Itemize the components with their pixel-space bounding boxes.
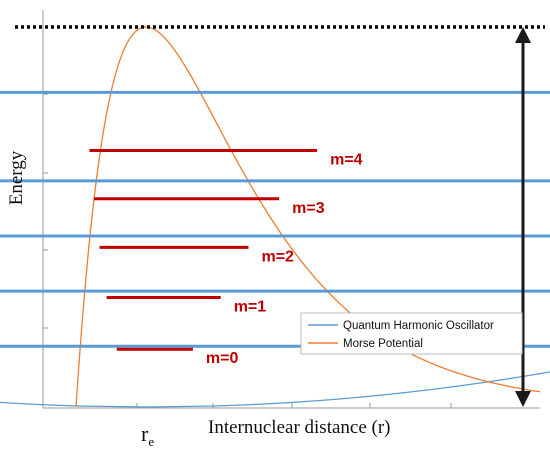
- dissociation-energy-arrow: [515, 27, 531, 407]
- x-axis-title: Internuclear distance (r): [208, 417, 391, 438]
- chart-axes: [42, 10, 540, 409]
- morse-level-label-0: m=0: [206, 350, 239, 367]
- morse-level-label-2: m=2: [261, 248, 294, 265]
- y-axis-title: Energy: [6, 150, 27, 205]
- legend-label-qho: Quantum Harmonic Oscillator: [343, 320, 494, 332]
- x-tick-label-re: re: [141, 421, 154, 449]
- legend-box: [300, 312, 523, 355]
- morse-level-label-4: m=4: [330, 152, 363, 169]
- legend: Quantum Harmonic Oscillator Morse Potent…: [300, 312, 523, 355]
- morse-curve: [75, 26, 541, 407]
- legend-label-morse: Morse Potential: [343, 338, 423, 350]
- morse-level-label-3: m=3: [292, 200, 325, 217]
- qho-curve: [0, 371, 550, 408]
- morse-level-label-1: m=1: [234, 299, 267, 316]
